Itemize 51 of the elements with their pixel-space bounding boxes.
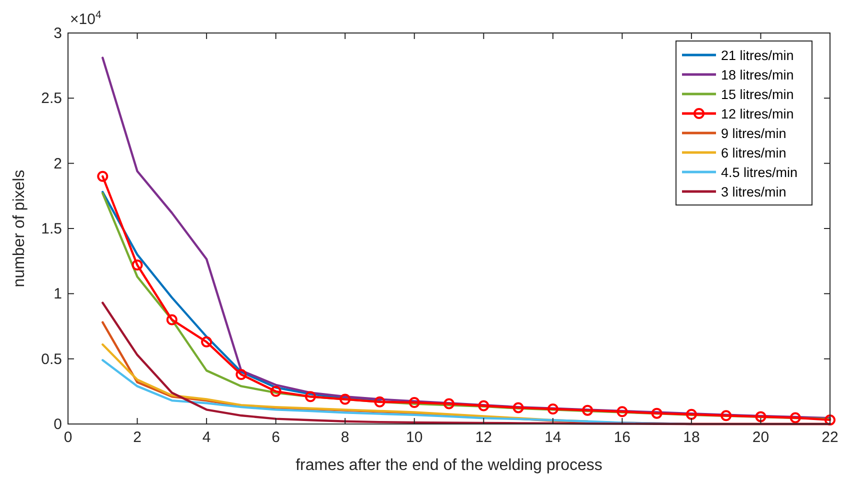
x-tick-label: 2 bbox=[133, 429, 142, 446]
y-tick-label: 1 bbox=[54, 286, 62, 303]
y-tick-label: 0.5 bbox=[41, 350, 62, 368]
point bbox=[97, 170, 108, 182]
point bbox=[547, 404, 558, 415]
legend-label: 18 litres/min bbox=[721, 68, 794, 82]
point bbox=[512, 402, 524, 414]
point bbox=[270, 386, 282, 397]
point bbox=[755, 411, 766, 422]
point bbox=[166, 314, 178, 326]
x-tick-label: 16 bbox=[614, 429, 631, 446]
legend-label: 4.5 litres/min bbox=[721, 165, 798, 180]
y-tick-label: 2.5 bbox=[41, 90, 62, 108]
legend-label: 21 litres/min bbox=[721, 48, 794, 63]
y-tick-label: 0 bbox=[54, 416, 62, 433]
y-tick-label: 3 bbox=[54, 25, 62, 42]
x-tick-label: 22 bbox=[822, 429, 838, 446]
point bbox=[444, 398, 454, 410]
point bbox=[340, 394, 351, 405]
point bbox=[478, 400, 490, 412]
x-axis-title: frames after the end of the welding process bbox=[296, 457, 602, 474]
legend-label: 6 litres/min bbox=[721, 146, 786, 160]
legend-label: 9 litres/min bbox=[721, 126, 786, 141]
x-tick-label: 4 bbox=[202, 429, 211, 446]
point bbox=[201, 336, 212, 348]
legend-label: 3 litres/min bbox=[721, 184, 786, 200]
x-tick-label: 8 bbox=[340, 429, 350, 446]
point bbox=[616, 406, 628, 418]
x-tick-label: 20 bbox=[752, 429, 770, 446]
point bbox=[304, 391, 316, 402]
point bbox=[720, 410, 732, 422]
point bbox=[374, 396, 386, 408]
y-axis-title: number of pixels bbox=[11, 170, 28, 288]
x-tick-label: 18 bbox=[683, 429, 700, 446]
point bbox=[408, 396, 420, 408]
point bbox=[132, 259, 143, 270]
x-tick-label: 6 bbox=[272, 429, 280, 446]
y-tick-label: 2 bbox=[54, 155, 62, 172]
point bbox=[236, 368, 247, 380]
text: ×10$^{4}$ bbox=[70, 9, 102, 28]
point bbox=[686, 408, 697, 420]
x-tick-label: 14 bbox=[544, 429, 562, 446]
point bbox=[790, 412, 801, 424]
legend-label: 12 litres/min bbox=[721, 106, 794, 122]
point bbox=[651, 408, 662, 419]
point bbox=[582, 404, 594, 416]
point bbox=[824, 414, 836, 426]
x-tick-label: 10 bbox=[406, 429, 423, 446]
y-tick-label: 1.5 bbox=[41, 220, 62, 238]
x-tick-label: 12 bbox=[475, 429, 492, 446]
legend-label: 15 litres/min bbox=[721, 87, 794, 102]
